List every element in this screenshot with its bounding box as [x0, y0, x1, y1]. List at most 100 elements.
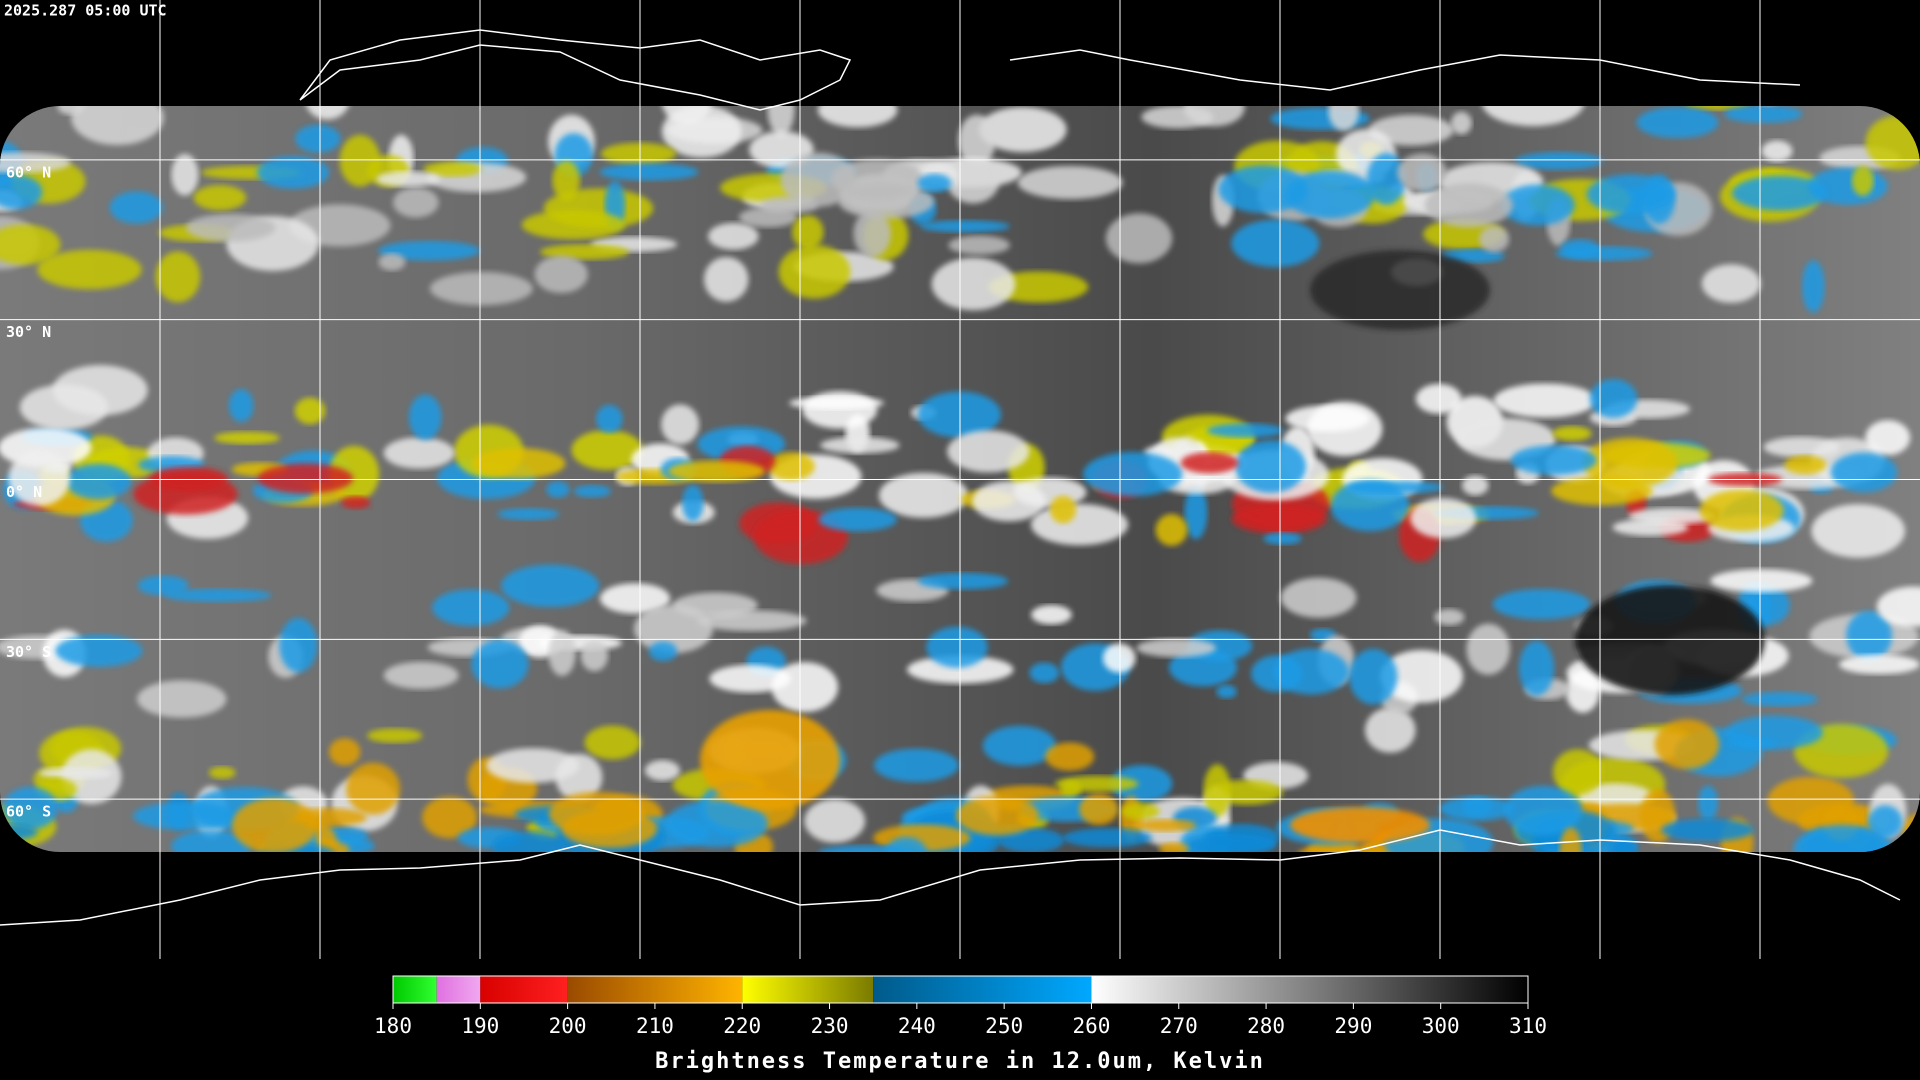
cloud — [1216, 684, 1237, 699]
cloud — [1364, 707, 1416, 753]
siberia-coast — [1009, 49, 1801, 91]
cloud — [1838, 654, 1920, 675]
cloud — [137, 575, 189, 596]
cloud — [820, 436, 900, 454]
cloud — [1273, 648, 1349, 695]
cloud — [1366, 153, 1406, 205]
cloud — [972, 481, 1046, 522]
cloud — [548, 792, 646, 836]
cloud — [1801, 260, 1825, 313]
cloud — [39, 767, 113, 780]
cloud — [1724, 106, 1803, 123]
cloud — [1231, 219, 1320, 268]
cloud — [228, 389, 254, 422]
cloud — [1745, 585, 1790, 625]
cloud — [780, 152, 856, 207]
cloud — [1479, 225, 1510, 253]
cloud — [185, 213, 276, 242]
cloud — [0, 152, 71, 173]
cloud — [1851, 165, 1874, 196]
colorbar-tick-label: 240 — [898, 1014, 936, 1038]
cloud — [471, 639, 529, 689]
cloud — [155, 251, 201, 303]
cloud — [1784, 455, 1827, 475]
cloud — [1285, 405, 1370, 432]
cloud — [1846, 610, 1892, 661]
cloud — [946, 158, 1000, 204]
cloud — [1559, 827, 1582, 852]
cloud — [339, 134, 381, 187]
cloud — [1492, 588, 1591, 620]
cloud — [19, 384, 108, 430]
cloud — [1062, 828, 1153, 848]
cloud — [1368, 114, 1454, 146]
cloud — [878, 472, 969, 518]
cloud — [1434, 608, 1465, 626]
cloud — [1397, 153, 1447, 192]
cloud — [1410, 498, 1477, 539]
cloud — [555, 753, 603, 801]
cloud — [1136, 638, 1217, 658]
cloud — [1159, 841, 1189, 852]
cloud — [552, 160, 580, 201]
cloud — [1867, 805, 1903, 839]
cloud — [580, 640, 608, 672]
cloud — [65, 463, 132, 500]
cloud — [1031, 604, 1072, 625]
cloud — [214, 431, 280, 445]
colorbar-tick-label: 230 — [811, 1014, 849, 1038]
cloud — [1280, 577, 1357, 618]
colorbar-tick-label: 310 — [1509, 1014, 1547, 1038]
cloud — [1415, 383, 1462, 414]
cloud — [1710, 569, 1813, 593]
cloud — [1577, 783, 1653, 810]
cloud — [778, 244, 851, 299]
cloud — [599, 583, 671, 614]
cloud — [1865, 420, 1911, 456]
cloud — [1761, 140, 1793, 162]
cloud — [948, 235, 1011, 255]
lat-label: 0° N — [6, 483, 42, 501]
cloud — [1030, 503, 1129, 546]
cloud — [1121, 802, 1160, 820]
cloud — [208, 766, 236, 779]
cloud — [1290, 807, 1430, 843]
antarctica-coast — [0, 829, 1901, 926]
cloud — [432, 589, 510, 626]
cloud — [1510, 445, 1597, 475]
cloud — [55, 634, 143, 667]
cloud — [920, 220, 1010, 233]
cloud — [1155, 514, 1188, 546]
cloud — [661, 404, 700, 445]
lat-label: 30° N — [6, 323, 51, 341]
cloud — [1518, 640, 1555, 696]
cloud — [1582, 437, 1678, 489]
cloud — [521, 210, 626, 240]
cloud — [1589, 378, 1638, 419]
graticule — [0, 0, 1920, 959]
cloud — [1654, 719, 1720, 769]
cloud — [1206, 423, 1284, 438]
cloud — [1461, 475, 1489, 496]
lat-label: 60° N — [6, 163, 51, 181]
cloud — [917, 173, 952, 193]
cloud — [1328, 106, 1359, 131]
cloud — [703, 256, 749, 302]
cloud — [1504, 785, 1583, 836]
cloud — [1349, 648, 1398, 705]
cloud — [383, 661, 459, 690]
cloud — [584, 725, 641, 760]
cloud — [789, 396, 885, 410]
cloud — [1699, 489, 1784, 532]
cloud — [1054, 775, 1139, 792]
cloud — [633, 604, 714, 654]
cloud — [367, 728, 423, 743]
cloud — [0, 174, 43, 210]
cloud — [874, 748, 959, 783]
cloud — [917, 391, 1002, 438]
cloud — [853, 209, 891, 258]
cloud — [378, 253, 406, 271]
colorbar-tick-label: 210 — [636, 1014, 674, 1038]
colorbar-tick-label: 270 — [1160, 1014, 1198, 1038]
cloud — [423, 161, 482, 177]
